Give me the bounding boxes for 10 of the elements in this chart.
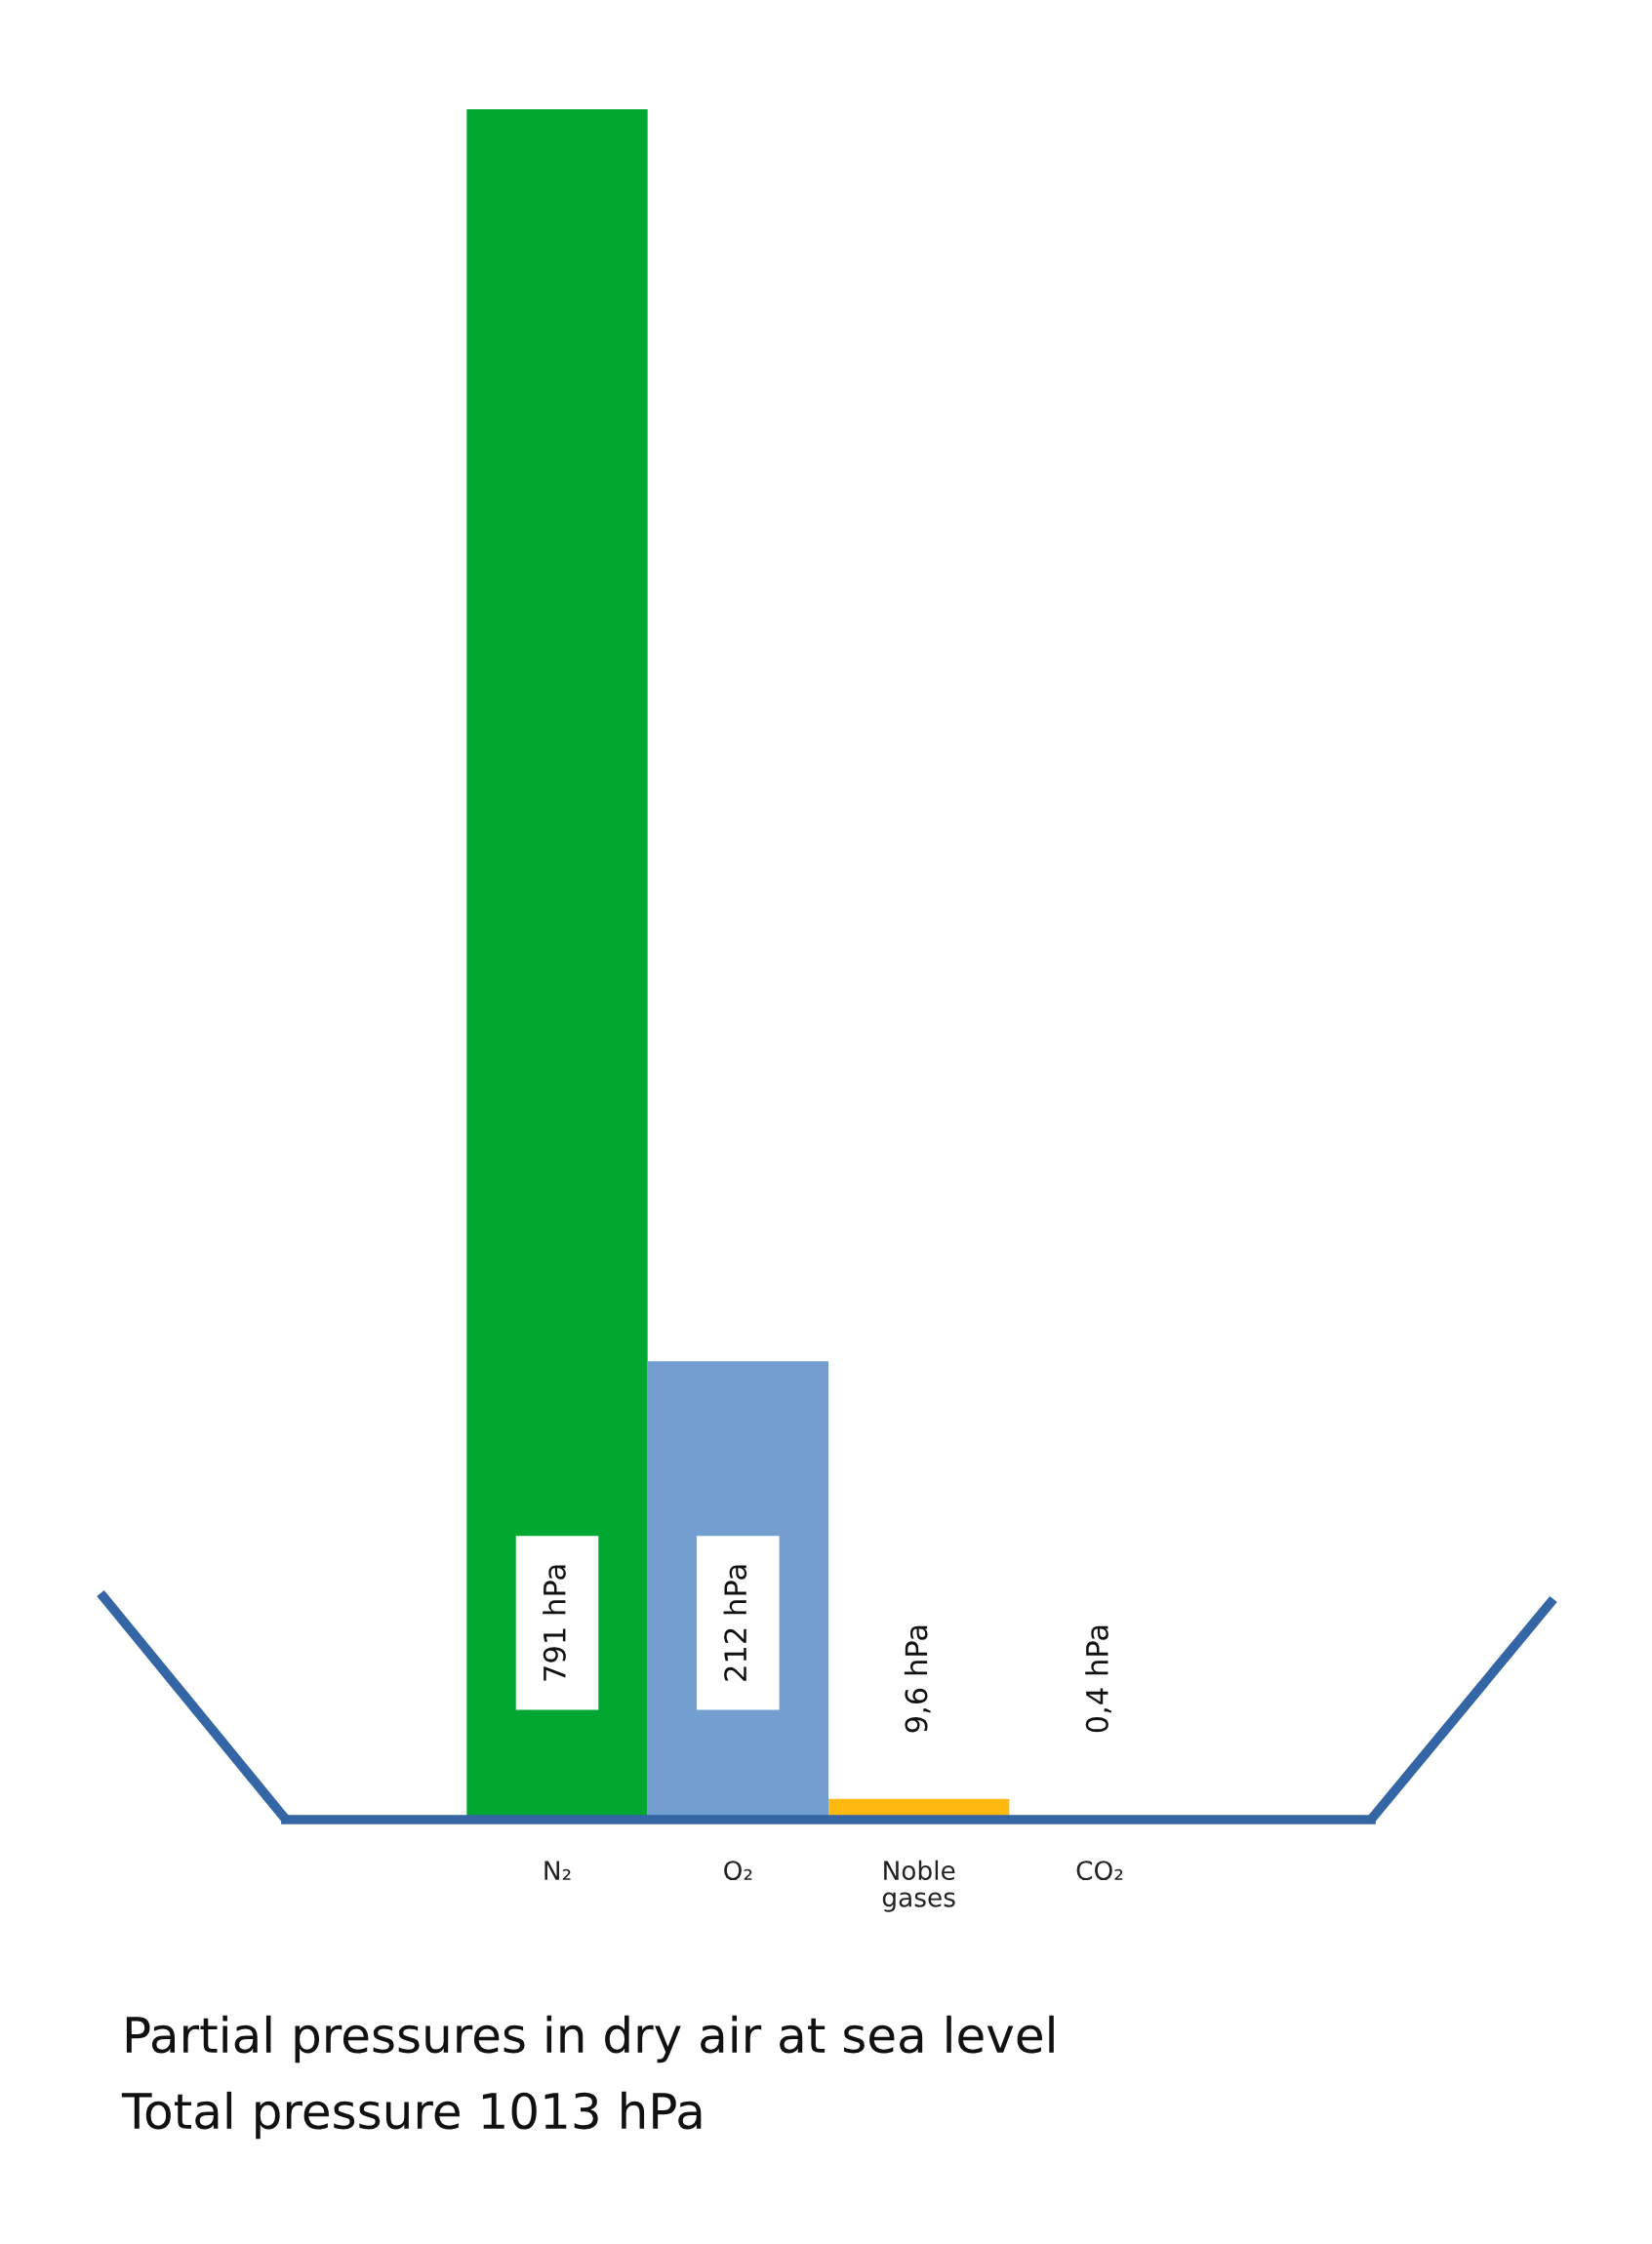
- data-label: 791 hPa: [543, 1565, 566, 1681]
- data-label: 0,4 hPa: [1085, 1625, 1111, 1733]
- data-label: 212 hPa: [723, 1565, 747, 1681]
- text: Total pressure 1013 hPa: [121, 2091, 702, 2140]
- data-label: 9,6 hPa: [904, 1625, 931, 1733]
- x-tick-label: Noble gases: [882, 1860, 955, 1912]
- text: Partial pressures in dry air at sea level: [126, 2015, 1054, 2064]
- x-tick-label: N₂: [544, 1861, 571, 1880]
- x-tick-label: O₂: [724, 1861, 752, 1881]
- x-tick-label: CO₂: [1076, 1861, 1123, 1881]
